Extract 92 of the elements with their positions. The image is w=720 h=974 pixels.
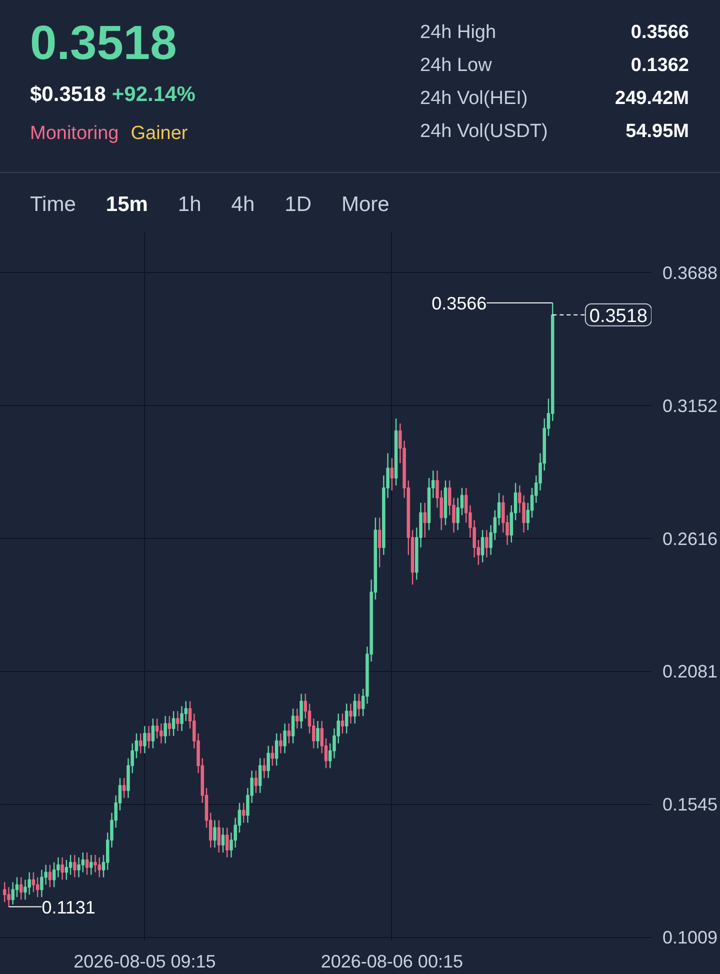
candlestick: [64, 859, 68, 880]
candlestick: [2, 882, 6, 903]
candlestick: [32, 872, 36, 893]
candlestick: [258, 758, 262, 794]
text: 0.3566: [630, 21, 690, 45]
candlestick: [279, 732, 282, 754]
candlestick: [98, 856, 102, 878]
candlestick: [390, 458, 394, 492]
candlestick: [40, 869, 44, 898]
text: 4h: [231, 193, 255, 216]
text: Monitoring: [30, 123, 119, 144]
y-tick-label: 0.1545: [662, 794, 718, 815]
x-tick-label: 2026-08-06 00:15: [320, 952, 463, 972]
ref-line-label: 0.3518: [589, 306, 648, 327]
candlestick: [340, 712, 344, 734]
candlestick: [77, 856, 80, 878]
chart-subtitle: $0.3518 +92.14%: [30, 83, 196, 106]
text: 15m: [106, 193, 148, 216]
text: 54.95M: [624, 120, 690, 144]
candlestick: [160, 722, 163, 744]
candlestick: [15, 876, 19, 898]
candlestick: [266, 745, 270, 779]
candlestick: [138, 732, 142, 754]
text: 1h: [178, 193, 202, 216]
candlestick: [378, 517, 382, 568]
candlestick: [221, 827, 225, 854]
candlestick: [90, 854, 93, 876]
candlestick: [122, 777, 126, 799]
candlestick: [180, 706, 184, 732]
text: 0.1362: [630, 54, 690, 78]
x-tick-label: 2026-08-05 09:15: [74, 952, 216, 972]
y-tick-label: 0.3688: [662, 263, 718, 284]
candlestick: [151, 718, 155, 749]
y-tick-label: 0.2081: [662, 662, 718, 682]
text: Time: [30, 193, 76, 216]
text: 1D: [284, 193, 312, 216]
candlestick: [172, 710, 176, 737]
candlestick: [225, 827, 229, 858]
candlestick: [168, 715, 172, 737]
candlestick: [28, 872, 31, 896]
candlestick: [147, 725, 150, 749]
text: 24h Vol(HEI): [420, 87, 529, 112]
candlestick: [48, 864, 52, 888]
candlestick: [81, 852, 85, 873]
chart-title: 0.3518: [30, 16, 177, 72]
text: 249.42M: [614, 87, 690, 112]
annotation: 0.1131: [42, 897, 96, 918]
candlestick: [19, 876, 23, 900]
candlestick: [85, 852, 89, 876]
candlestick: [300, 693, 303, 730]
annotation: 0.3566: [432, 293, 487, 314]
text: 24h Vol(USDT): [420, 120, 549, 144]
candlestick: [155, 718, 159, 739]
y-tick-label: 0.3152: [662, 396, 718, 416]
candlestick: [287, 722, 291, 744]
candlestick: [349, 703, 352, 724]
candlestick: [94, 854, 97, 873]
candlestick: [184, 700, 188, 722]
candlestick: [56, 856, 60, 878]
text: More: [342, 193, 390, 216]
candlestick: [143, 725, 146, 754]
candlestick: [242, 802, 246, 824]
candlestick: [254, 770, 258, 794]
candlestick: [73, 854, 76, 878]
candlestick: [60, 856, 64, 880]
candlestick: [11, 882, 14, 906]
text: Gainer: [130, 123, 188, 144]
candlestick: [456, 497, 460, 531]
candlestick: [357, 693, 361, 717]
candlestick: [316, 720, 320, 749]
y-tick-label: 0.2616: [662, 529, 718, 550]
candlestick: [68, 854, 72, 876]
candlestick: [262, 758, 266, 779]
candlestick: [485, 529, 488, 558]
candlestick: [164, 715, 167, 744]
candlestick: [36, 876, 40, 898]
text: 24h Low: [420, 54, 493, 78]
candlestick: [176, 710, 180, 732]
y-tick-label: 0.1009: [662, 928, 718, 948]
candlestick: [291, 708, 295, 744]
candlestick: [296, 708, 299, 730]
candlestick: [353, 693, 356, 724]
candlestick: [7, 886, 10, 908]
candlestick: [423, 502, 427, 538]
candlestick: [344, 703, 348, 734]
candlestick: [52, 862, 56, 888]
candlestick: [274, 732, 278, 766]
candlestick: [283, 722, 286, 754]
text: 24h High: [420, 21, 498, 45]
candlestick: [480, 529, 484, 563]
candlestick: [217, 820, 221, 854]
candlestick: [213, 820, 216, 848]
